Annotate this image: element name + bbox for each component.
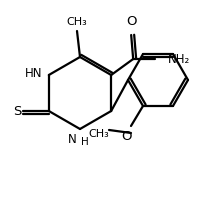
Text: NH₂: NH₂	[168, 52, 191, 66]
Text: HN: HN	[25, 67, 43, 80]
Text: H: H	[81, 137, 89, 147]
Text: CH₃: CH₃	[67, 17, 87, 27]
Text: O: O	[121, 130, 131, 143]
Text: O: O	[126, 15, 136, 28]
Text: S: S	[13, 105, 21, 117]
Text: CH₃: CH₃	[89, 129, 109, 139]
Text: N: N	[68, 133, 77, 146]
